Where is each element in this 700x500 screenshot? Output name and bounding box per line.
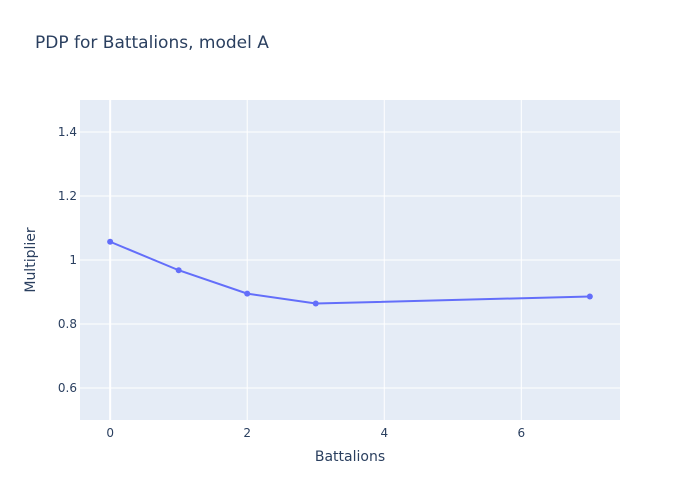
y-axis-title: Multiplier [23,227,39,293]
data-point [175,267,182,274]
data-point [312,300,319,307]
x-axis-title: Battalions [315,449,385,465]
x-tick-label: 4 [380,426,388,440]
y-tick-label: 1 [69,253,77,267]
y-tick-label: 0.6 [58,381,77,395]
x-tick-label: 2 [243,426,251,440]
y-tick-label: 0.8 [58,317,77,331]
chart-title: PDP for Battalions, model A [35,33,269,53]
data-point [107,238,114,245]
y-tick-label: 1.2 [58,189,77,203]
y-tick-label: 1.4 [58,125,77,139]
data-point [586,293,593,300]
x-tick-label: 6 [517,426,525,440]
series-markers [107,238,593,307]
data-point [244,290,251,297]
y-gridlines [80,131,620,389]
x-tick-labels: 0 2 4 6 [106,426,525,440]
x-tick-label: 0 [106,426,114,440]
y-tick-labels: 0.6 0.8 1 1.2 1.4 [58,125,77,395]
